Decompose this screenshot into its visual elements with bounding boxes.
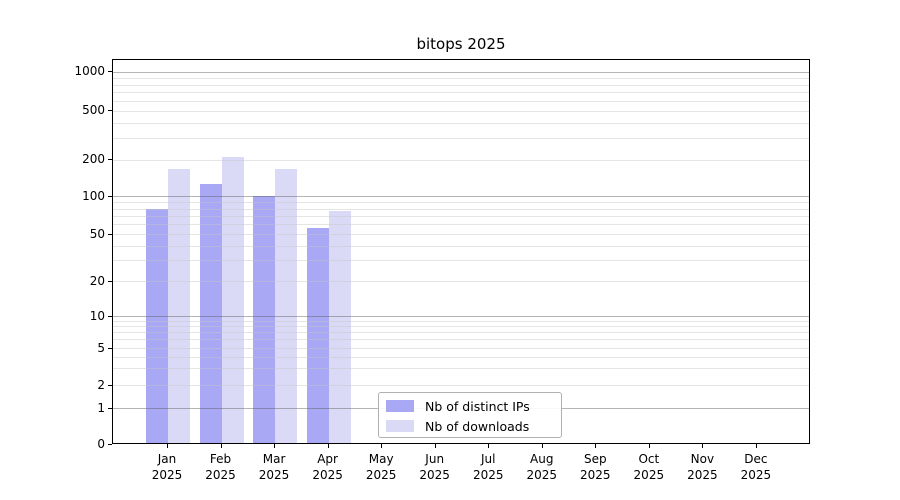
gridline-minor <box>113 77 809 79</box>
x-tick-label: Oct 2025 <box>633 452 665 482</box>
legend: Nb of distinct IPs Nb of downloads <box>378 392 562 438</box>
gridline-major <box>113 71 809 73</box>
y-tick-label: 200 <box>82 152 105 167</box>
gridline-minor <box>113 122 809 124</box>
bar-ips-apr <box>306 228 329 443</box>
gridline-minor <box>113 92 809 94</box>
y-tick-label: 0 <box>97 437 105 451</box>
x-tick-mark <box>434 444 436 448</box>
legend-label-downloads: Nb of downloads <box>425 418 530 434</box>
x-tick-mark <box>755 444 757 448</box>
bar-ips-mar <box>253 196 276 443</box>
y-tick-label: 2 <box>97 378 105 393</box>
gridline-minor <box>113 84 809 86</box>
x-tick-mark <box>327 444 329 448</box>
y-tick-label: 10 <box>89 309 105 324</box>
gridline-minor <box>113 138 809 140</box>
chart-title: bitops 2025 <box>416 35 506 53</box>
gridline-minor <box>113 159 809 161</box>
y-tick-mark <box>108 444 112 445</box>
legend-label-ips: Nb of distinct IPs <box>425 398 530 414</box>
gridline-minor <box>113 100 809 102</box>
x-tick-label: Aug 2025 <box>526 452 558 482</box>
x-tick-label: Nov 2025 <box>687 452 718 482</box>
x-tick-label: Dec 2025 <box>740 452 772 482</box>
legend-swatch-downloads-icon <box>386 420 414 432</box>
x-tick-mark <box>167 444 168 448</box>
bar-ips-feb <box>199 183 222 443</box>
x-tick-mark <box>595 444 597 448</box>
x-tick-mark <box>488 444 490 448</box>
y-tick-mark <box>108 281 112 283</box>
y-tick-mark <box>108 159 112 161</box>
y-tick-label: 20 <box>89 274 105 289</box>
y-tick-mark <box>108 348 112 350</box>
y-tick-label: 50 <box>89 227 105 242</box>
bar-downloads-jan <box>168 168 190 443</box>
bar-downloads-apr <box>328 210 351 443</box>
y-tick-mark <box>108 234 112 236</box>
x-tick-label: Sep 2025 <box>580 452 611 482</box>
x-tick-mark <box>220 444 222 448</box>
y-tick-mark <box>108 408 112 410</box>
gridline-minor <box>113 111 809 113</box>
x-tick-mark <box>648 444 650 448</box>
legend-swatch-ips-icon <box>386 400 414 412</box>
y-tick-label: 1000 <box>74 64 105 78</box>
plot-area: Nb of distinct IPs Nb of downloads <box>112 59 810 444</box>
bar-ips-jan <box>146 208 168 443</box>
x-tick-label: Jul 2025 <box>472 452 504 482</box>
x-tick-label: Apr 2025 <box>312 452 343 482</box>
y-tick-label: 1 <box>97 401 105 416</box>
x-tick-mark <box>274 444 276 448</box>
y-tick-mark <box>108 71 112 72</box>
legend-item-downloads: Nb of downloads <box>386 416 555 436</box>
y-tick-mark <box>108 316 112 318</box>
y-tick-mark <box>108 196 112 198</box>
x-tick-mark <box>541 444 543 448</box>
y-tick-label: 5 <box>97 341 105 356</box>
x-tick-label: Jan 2025 <box>151 452 183 482</box>
bar-downloads-feb <box>221 157 244 443</box>
x-tick-label: Mar 2025 <box>258 452 290 482</box>
y-tick-label: 500 <box>82 103 105 118</box>
bar-downloads-mar <box>275 168 298 443</box>
x-tick-mark <box>381 444 383 448</box>
x-tick-mark <box>702 444 704 448</box>
y-tick-label: 100 <box>82 189 105 204</box>
x-tick-label: Jun 2025 <box>419 452 450 482</box>
x-tick-label: Feb 2025 <box>205 452 236 482</box>
x-tick-label: May 2025 <box>365 452 397 482</box>
legend-item-distinct-ips: Nb of distinct IPs <box>386 396 555 416</box>
y-tick-mark <box>108 385 112 387</box>
y-tick-mark <box>108 110 112 112</box>
